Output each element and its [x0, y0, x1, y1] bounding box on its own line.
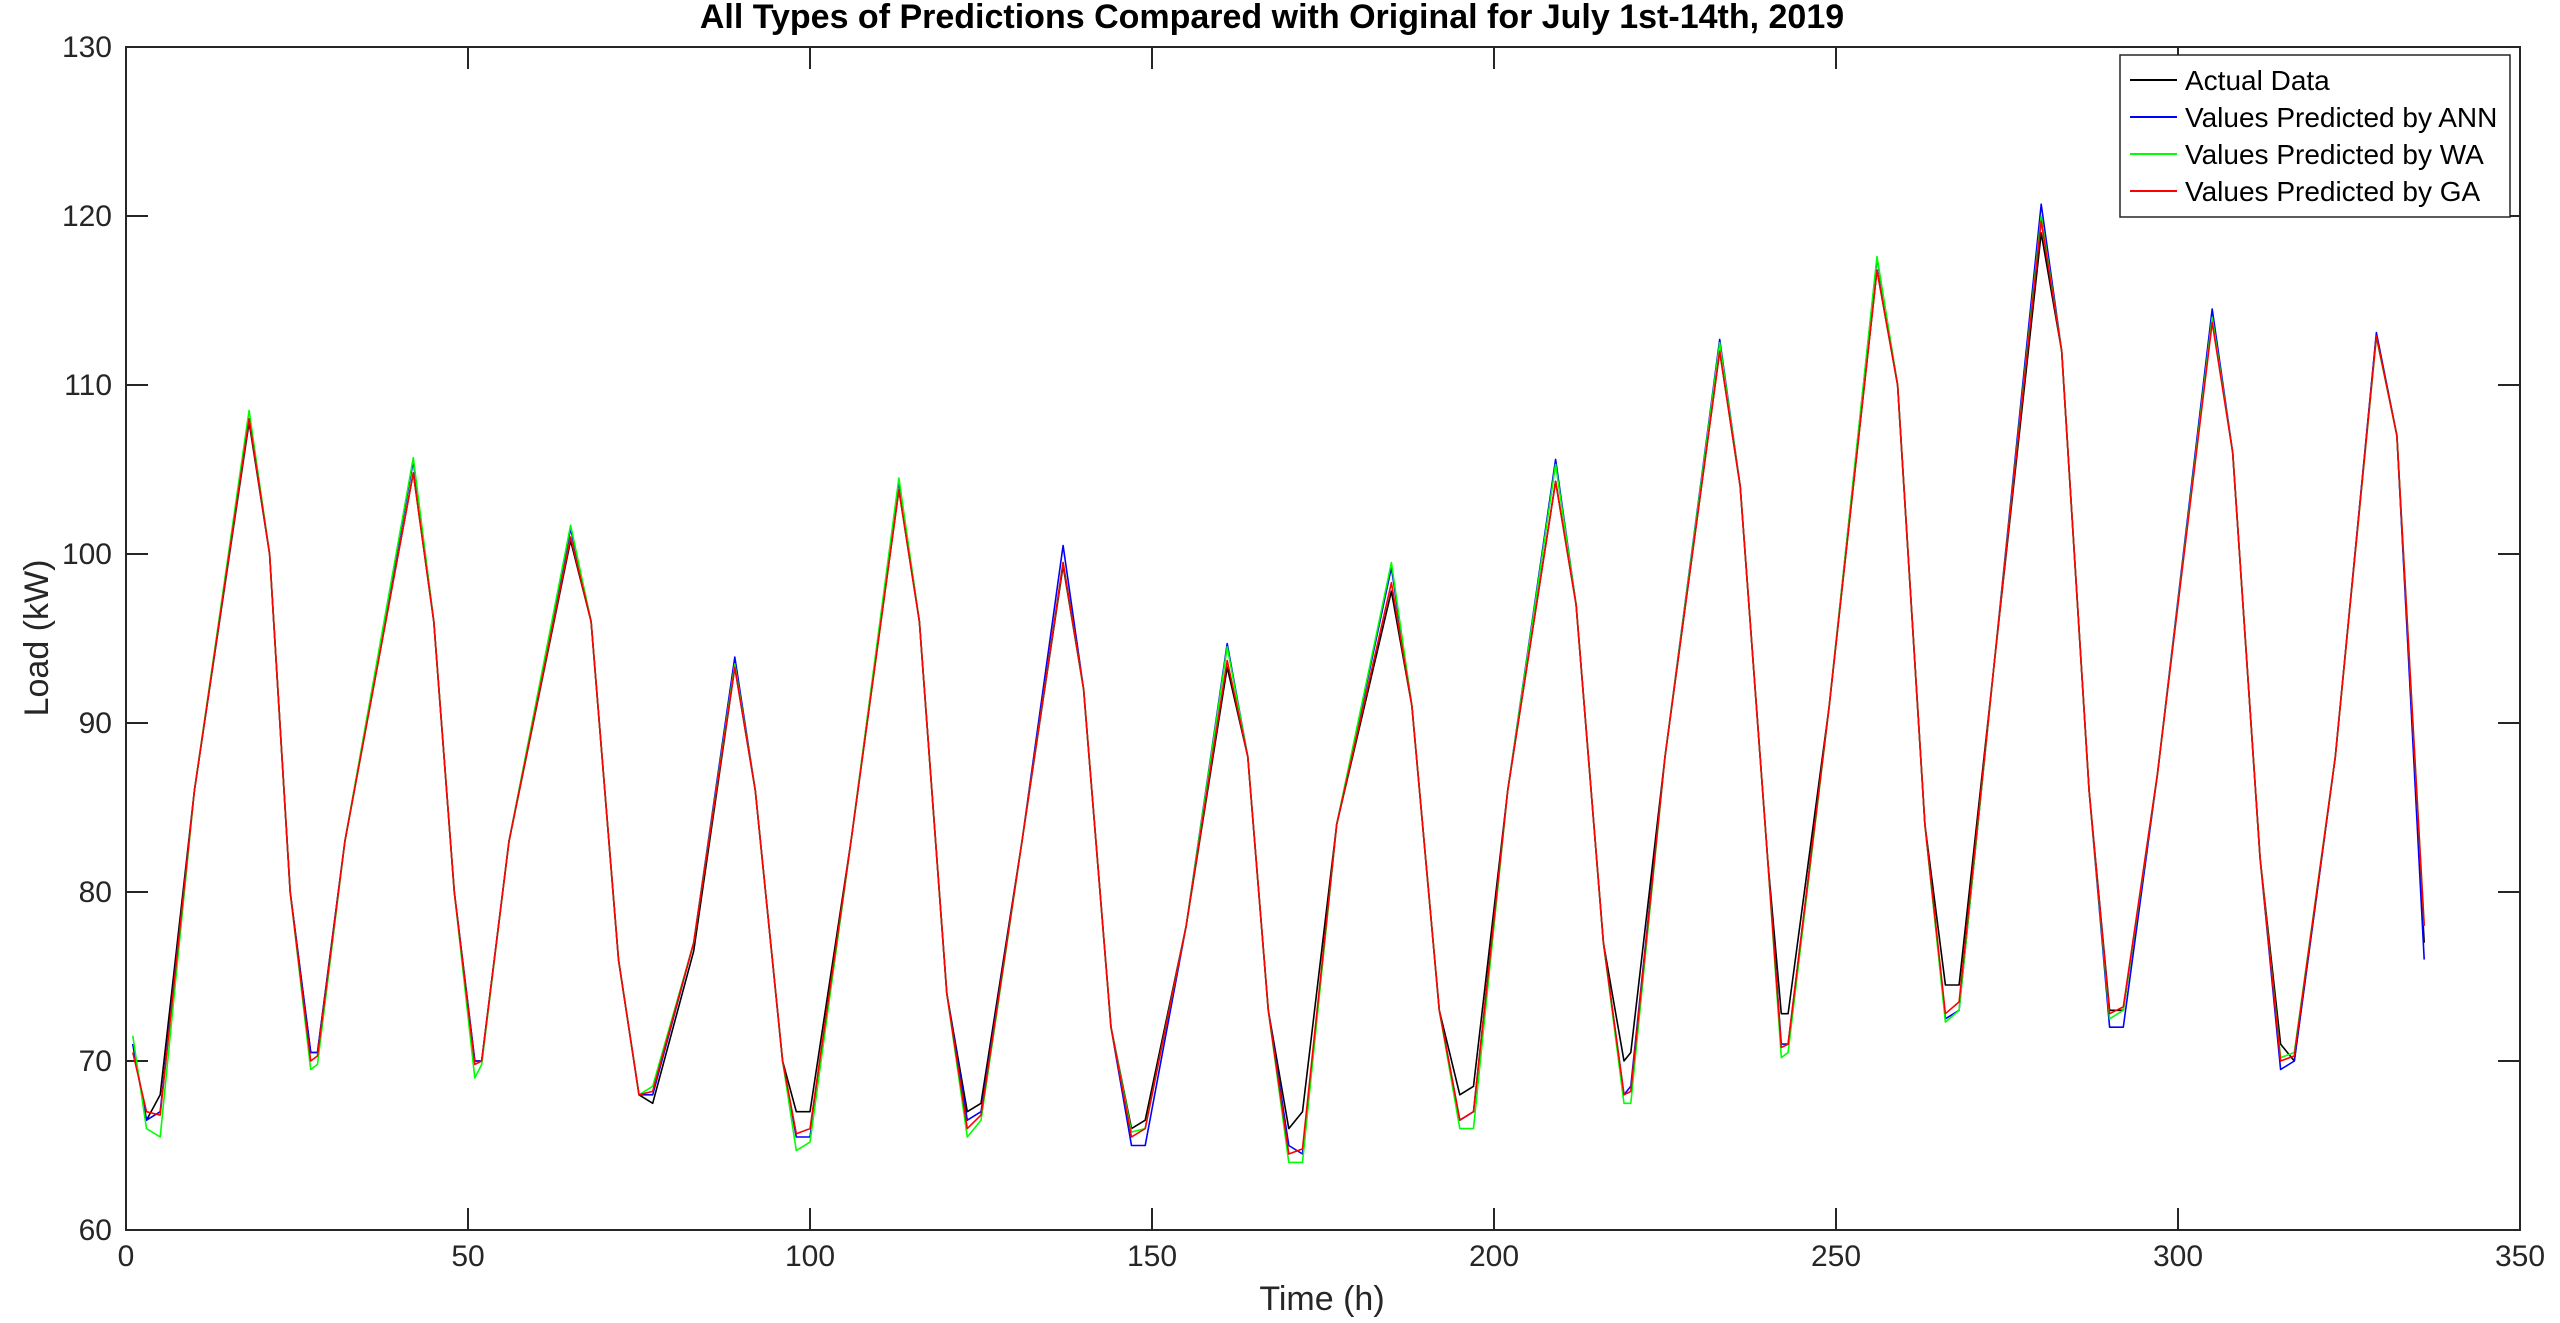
chart-legend: Actual Data Values Predicted by ANN Values…: [2119, 54, 2511, 218]
chart-title: All Types of Predictions Compared with O…: [700, 0, 1844, 36]
y-tick-label: 130: [62, 31, 112, 64]
series-lines: [132, 203, 2425, 1164]
y-tick-label: 80: [79, 876, 112, 909]
x-tick-label: 0: [118, 1240, 135, 1273]
x-tick-label: 150: [1127, 1240, 1177, 1273]
plot-area: [125, 46, 2521, 1231]
x-tick-label: 300: [2153, 1240, 2203, 1273]
y-tick-label: 110: [64, 369, 112, 402]
x-axis-ticks: 0 50 100 150 200 250 300 350: [118, 47, 2545, 1273]
series-line-3: [132, 220, 2425, 1155]
y-tick-label: 60: [79, 1214, 112, 1247]
x-tick-label: 250: [1811, 1240, 1861, 1273]
legend-label: Values Predicted by ANN: [2185, 102, 2497, 133]
legend-label: Values Predicted by GA: [2185, 176, 2481, 207]
y-axis-ticks: 60 70 80 90 100 110 120 130: [62, 31, 2520, 1247]
legend-box: [2119, 54, 2511, 218]
x-tick-label: 100: [785, 1240, 835, 1273]
x-tick-label: 350: [2495, 1240, 2545, 1273]
legend-label: Actual Data: [2185, 65, 2330, 96]
y-tick-label: 70: [79, 1045, 112, 1078]
x-axis-label: Time (h): [1259, 1280, 1384, 1318]
x-tick-label: 200: [1469, 1240, 1519, 1273]
y-axis-label: Load (kW): [18, 560, 56, 717]
x-tick-label: 50: [451, 1240, 484, 1273]
y-tick-label: 90: [79, 707, 112, 740]
y-tick-label: 120: [62, 200, 112, 233]
legend-label: Values Predicted by WA: [2185, 139, 2484, 170]
y-tick-label: 100: [62, 538, 112, 571]
